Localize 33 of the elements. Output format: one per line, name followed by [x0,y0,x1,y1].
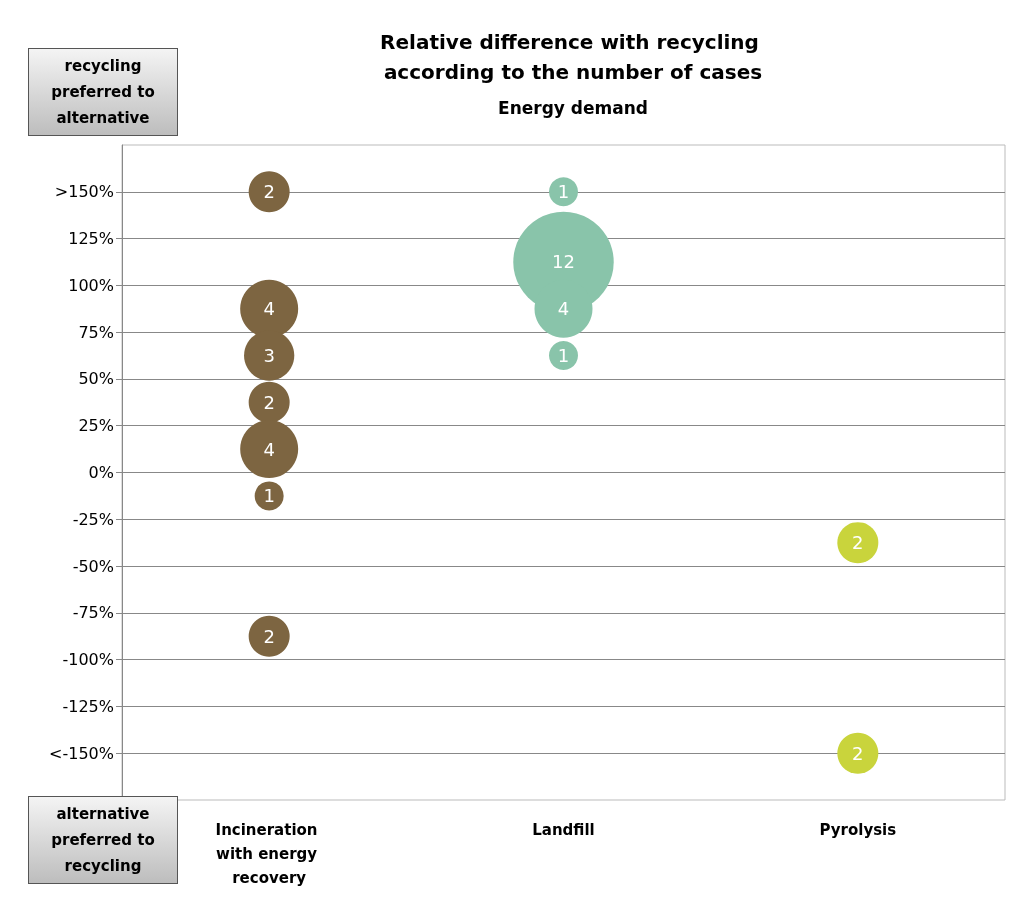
y-tick-label: 25% [78,416,114,436]
data-label: 1 [557,345,570,367]
y-tick-label: -100% [62,650,114,670]
data-label: 4 [263,298,275,320]
y-tick-label: -25% [72,509,114,529]
data-label: 2 [263,181,275,203]
x-tick-label: Pyrolysis [819,821,897,839]
y-tick-label: 50% [78,369,114,389]
y-tick-label: 100% [68,275,114,295]
data-label: 2 [263,391,275,413]
x-tick-label: Incineration with energy recovery [215,821,323,887]
data-label: 2 [263,625,275,647]
y-tick-label: 0% [88,463,114,482]
y-tick-label: 125% [68,229,114,249]
x-tick-label: Landfill [532,821,595,839]
chart-title: Relative difference with recycling according to the number of cases [380,30,766,84]
data-label: 2 [852,742,864,764]
data-label: 2 [852,532,864,554]
data-label: 1 [263,485,275,507]
data-label: 3 [263,345,275,367]
y-tick-label: -50% [72,556,114,576]
chart-subtitle: Energy demand [498,97,648,118]
y-tick-label: <-150% [49,743,114,763]
y-tick-label: 75% [78,322,114,342]
text: recycling preferred to alternative [28,48,178,136]
data-label: 1 [557,181,570,203]
text: alternative preferred to recycling [28,796,178,884]
data-label: 12 [552,251,575,273]
y-tick-label: >150% [54,182,114,202]
data-label: 4 [263,438,275,460]
y-tick-label: -125% [62,696,114,716]
y-tick-label: -75% [72,603,114,623]
data-label: 4 [557,298,570,320]
